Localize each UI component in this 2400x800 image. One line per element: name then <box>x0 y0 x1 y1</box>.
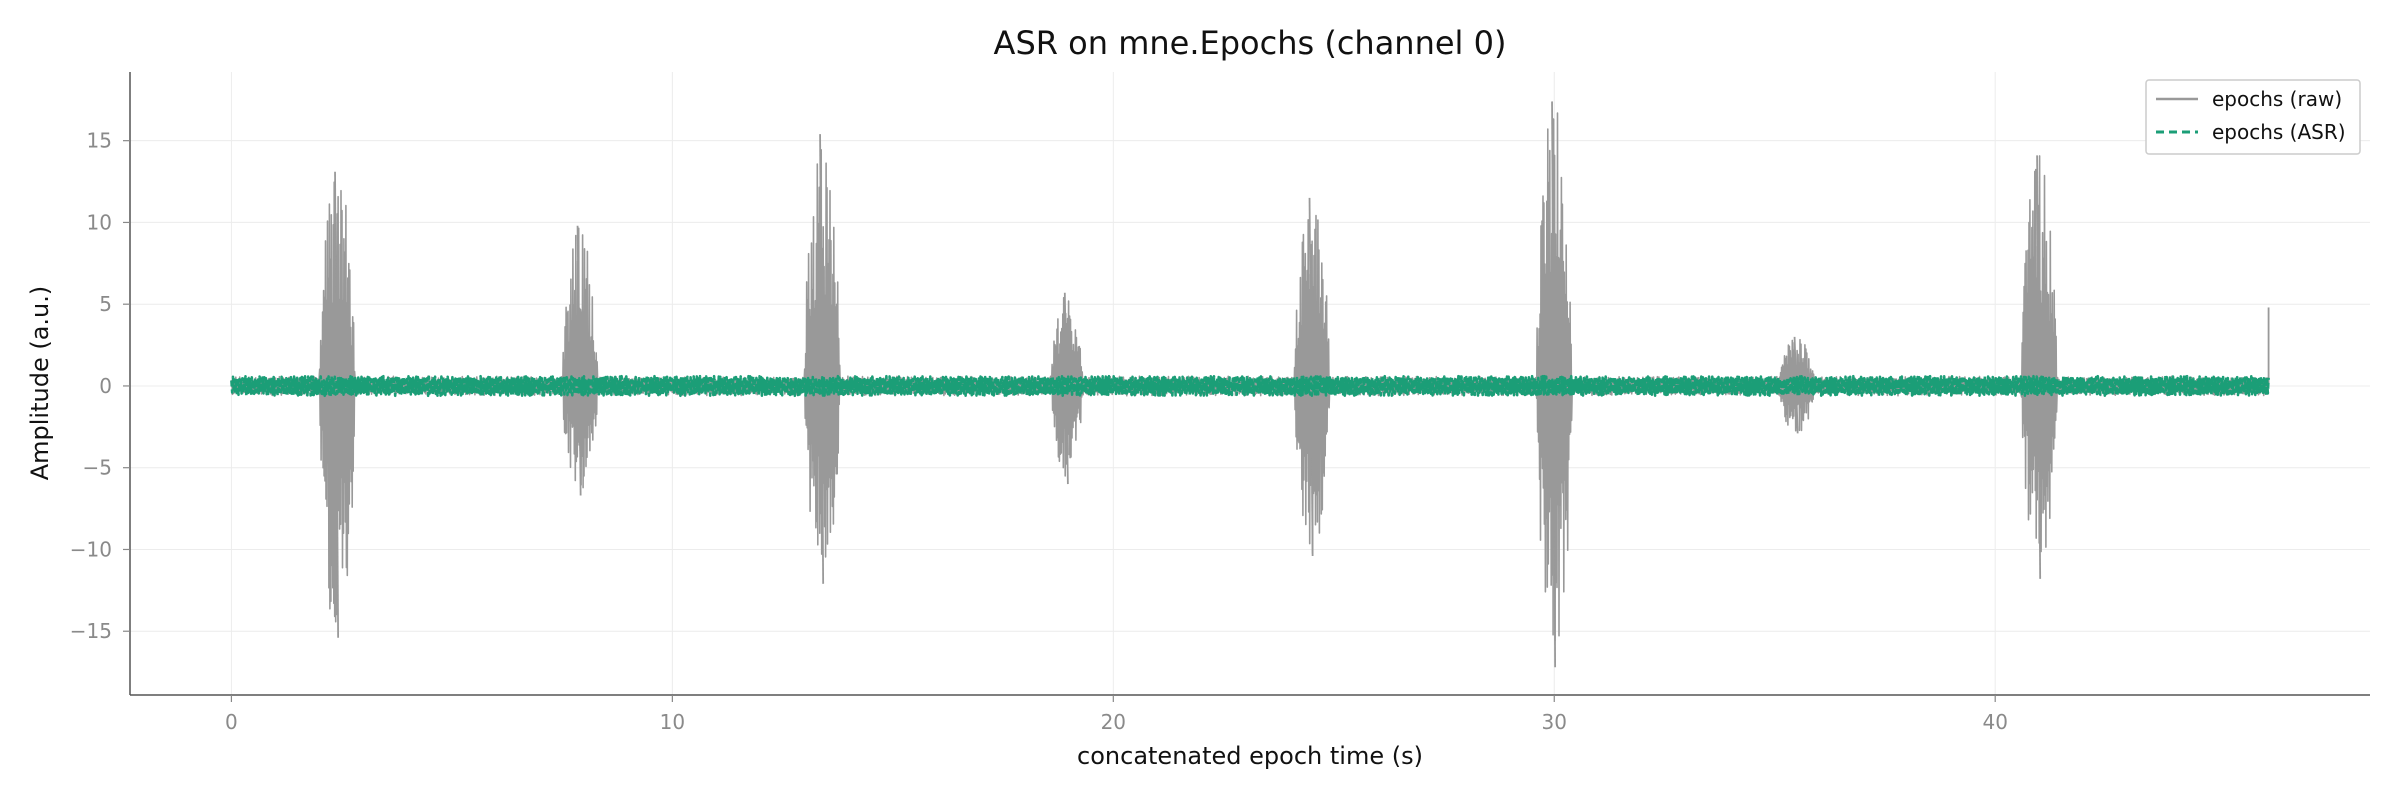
y-tick-label: 0 <box>99 374 112 398</box>
x-tick-label: 20 <box>1101 710 1126 734</box>
y-tick-label: 5 <box>99 292 112 316</box>
y-tick-label: 15 <box>87 129 112 153</box>
chart-title: ASR on mne.Epochs (channel 0) <box>994 24 1507 62</box>
legend-box <box>2145 79 2361 155</box>
ticks: 0 10 20 30 40 −15 −10 −5 0 5 10 15 <box>70 129 2008 734</box>
x-tick-label: 30 <box>1542 710 1567 734</box>
y-tick-label: −10 <box>70 537 112 561</box>
y-tick-label: −15 <box>70 619 112 643</box>
x-tick-label: 10 <box>660 710 685 734</box>
x-axis-label: concatenated epoch time (s) <box>1077 742 1423 770</box>
legend-label-asr: epochs (ASR) <box>2212 120 2346 144</box>
y-tick-label: 10 <box>87 210 112 234</box>
legend: epochs (raw) epochs (ASR) <box>2145 79 2361 155</box>
y-tick-label: −5 <box>83 456 112 480</box>
axes <box>129 72 2370 696</box>
x-tick-label: 0 <box>225 710 238 734</box>
asr-series-group <box>230 374 2270 398</box>
raw-series-line <box>230 112 2269 642</box>
y-axis-label: Amplitude (a.u.) <box>26 286 54 481</box>
legend-label-raw: epochs (raw) <box>2212 87 2342 111</box>
asr-series-line <box>230 374 2270 398</box>
x-tick-label: 40 <box>1982 710 2007 734</box>
